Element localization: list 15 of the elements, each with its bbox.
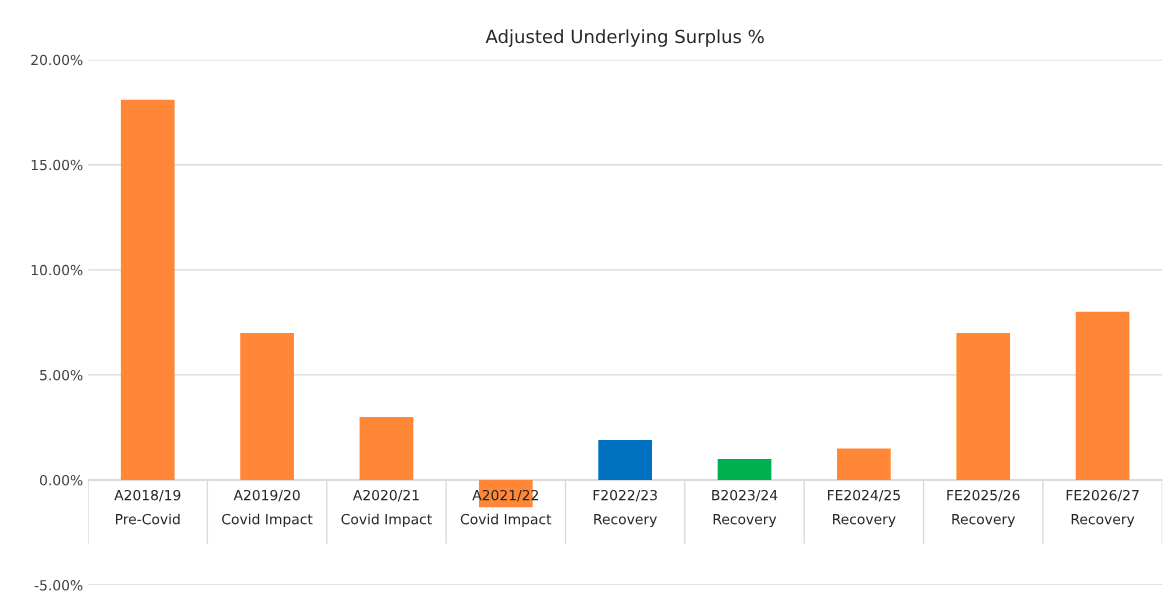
chart-title: Adjusted Underlying Surplus %: [485, 29, 764, 47]
y-tick-label: 20.00%: [31, 54, 83, 66]
y-tick-label: 0.00%: [39, 474, 83, 486]
x-tick-label: A2019/20 Covid Impact: [222, 489, 313, 528]
x-tick-label: FE2025/26 Recovery: [947, 489, 1020, 528]
y-tick-label: 10.00%: [31, 264, 83, 276]
y-tick-label: 15.00%: [31, 159, 83, 171]
x-tick-label: FE2024/25 Recovery: [828, 489, 900, 528]
x-tick-label: F2022/23 Recovery: [593, 489, 657, 528]
y-tick-label: 5.00%: [40, 369, 83, 381]
x-tick-label: FE2026/27 Recovery: [1066, 489, 1139, 528]
y-tick-label: -5.00%: [34, 580, 83, 591]
x-tick-label: B2023/24 Recovery: [712, 489, 778, 528]
x-tick-label: A2018/19 Pre-Covid: [114, 489, 181, 525]
x-tick-label: A2020/21 Covid Impact: [341, 489, 432, 528]
